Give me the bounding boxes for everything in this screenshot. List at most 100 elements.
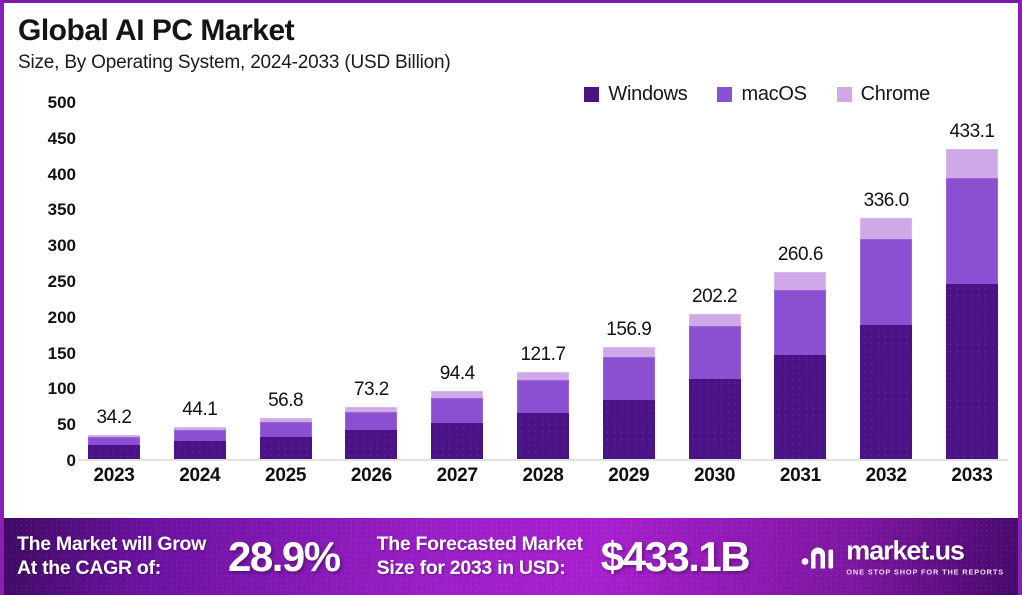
forecast-size-label: The Forecasted Market Size for 2033 in U… bbox=[377, 533, 583, 581]
legend-item-macos[interactable]: macOS bbox=[717, 83, 807, 106]
bar-total-label: 44.1 bbox=[182, 399, 218, 421]
bar-segment-macos[interactable] bbox=[345, 411, 398, 431]
chart-header: Global AI PC Market Size, By Operating S… bbox=[4, 3, 1018, 74]
bottom-stats-banner: The Market will Grow At the CAGR of: 28.… bbox=[4, 518, 1018, 595]
bar-segment-windows[interactable] bbox=[259, 436, 312, 459]
x-axis-tick-2024: 2024 bbox=[179, 465, 221, 486]
logo-name: market.us bbox=[846, 535, 965, 565]
bar-segment-chrome[interactable] bbox=[688, 314, 741, 326]
bar-group-2033[interactable]: 433.1 bbox=[945, 103, 998, 459]
bar-group-2032[interactable]: 336.0 bbox=[860, 103, 913, 459]
y-axis-tick: 200 bbox=[47, 307, 76, 327]
bar-segment-macos[interactable] bbox=[945, 177, 998, 285]
bar-segment-chrome[interactable] bbox=[945, 148, 998, 178]
bar-group-2030[interactable]: 202.2 bbox=[688, 103, 741, 459]
bar-segment-macos[interactable] bbox=[602, 357, 655, 401]
bars-container: 34.2 44.1 56.8 73.2 94.4 121.7 156.9 202.2 260.6… bbox=[78, 103, 1008, 461]
bar-total-label: 121.7 bbox=[520, 343, 566, 365]
bar-segment-chrome[interactable] bbox=[774, 272, 827, 291]
legend-label: Windows bbox=[608, 83, 688, 105]
bar-segment-windows[interactable] bbox=[516, 413, 569, 459]
square-swatch-icon bbox=[584, 87, 600, 102]
bar-segment-macos[interactable] bbox=[516, 380, 569, 414]
legend-item-windows[interactable]: Windows bbox=[584, 83, 688, 106]
bar-total-label: 260.6 bbox=[777, 244, 824, 266]
bar-segment-chrome[interactable] bbox=[88, 434, 140, 437]
bar-segment-chrome[interactable] bbox=[516, 371, 569, 381]
bar-segment-chrome[interactable] bbox=[431, 391, 484, 399]
x-axis-tick-2026: 2026 bbox=[350, 465, 392, 486]
bar-total-label: 56.8 bbox=[268, 390, 304, 412]
y-axis-tick: 150 bbox=[47, 343, 76, 363]
y-axis: 0 50 100 150 200 250 300 350 400 450 500 bbox=[18, 93, 76, 470]
bar-total-label: 433.1 bbox=[949, 120, 995, 142]
legend-label: Chrome bbox=[860, 83, 931, 105]
bar-series-group: 34.2 44.1 56.8 73.2 94.4 121.7 156.9 202.2 260.6… bbox=[78, 103, 1008, 459]
bar-segment-macos[interactable] bbox=[259, 422, 312, 437]
x-axis-tick-2025: 2025 bbox=[265, 465, 307, 486]
bar-group-2026[interactable]: 73.2 bbox=[345, 103, 398, 459]
bar-segment-windows[interactable] bbox=[945, 284, 998, 459]
y-axis-tick: 50 bbox=[57, 415, 76, 435]
forecast-size-stat: The Forecasted Market Size for 2033 in U… bbox=[377, 533, 751, 581]
bar-segment-macos[interactable] bbox=[688, 325, 741, 379]
y-axis-tick: 300 bbox=[47, 236, 76, 256]
bar-group-2029[interactable]: 156.9 bbox=[602, 103, 655, 459]
bar-group-2023[interactable]: 34.2 bbox=[88, 103, 140, 459]
bar-group-2024[interactable]: 44.1 bbox=[173, 103, 226, 459]
x-axis-tick-2032: 2032 bbox=[865, 465, 907, 486]
y-axis-tick: 0 bbox=[66, 451, 76, 470]
page-title: Global AI PC Market bbox=[18, 14, 295, 47]
bar-segment-macos[interactable] bbox=[88, 436, 140, 446]
y-axis-tick: 400 bbox=[47, 164, 76, 184]
bar-segment-chrome[interactable] bbox=[345, 406, 398, 412]
y-axis-tick: 250 bbox=[47, 272, 76, 291]
x-axis-tick-2023: 2023 bbox=[93, 465, 135, 486]
bar-total-label: 336.0 bbox=[863, 190, 910, 212]
cagr-label-line1: The Market will Grow bbox=[17, 532, 207, 555]
chart-legend: Windows macOS Chrome bbox=[584, 83, 930, 106]
forecast-size-label-line1: The Forecasted Market bbox=[376, 532, 583, 555]
bar-group-2025[interactable]: 56.8 bbox=[259, 103, 312, 459]
bar-segment-macos[interactable] bbox=[774, 290, 827, 355]
bar-segment-windows[interactable] bbox=[431, 423, 484, 459]
x-axis-tick-2028: 2028 bbox=[522, 465, 564, 486]
logo-text: market.us ONE STOP SHOP FOR THE REPORTS bbox=[846, 535, 1004, 577]
bar-total-label: 156.9 bbox=[606, 318, 652, 340]
bar-total-label: 34.2 bbox=[96, 406, 132, 428]
y-axis-tick: 450 bbox=[47, 128, 76, 148]
bar-segment-chrome[interactable] bbox=[173, 427, 226, 431]
x-axis-tick-2027: 2027 bbox=[436, 465, 478, 486]
bar-segment-windows[interactable] bbox=[860, 325, 913, 459]
market-us-logo[interactable]: market.us ONE STOP SHOP FOR THE REPORTS bbox=[799, 537, 1004, 576]
bar-total-label: 202.2 bbox=[692, 286, 738, 308]
bar-segment-windows[interactable] bbox=[602, 400, 655, 459]
bar-segment-windows[interactable] bbox=[774, 354, 827, 459]
bar-segment-macos[interactable] bbox=[860, 239, 913, 326]
bar-segment-chrome[interactable] bbox=[259, 418, 312, 423]
bar-total-label: 94.4 bbox=[439, 363, 475, 385]
bar-segment-chrome[interactable] bbox=[602, 346, 655, 358]
cagr-label-line2: At the CAGR of: bbox=[17, 556, 161, 579]
logo-tagline: ONE STOP SHOP FOR THE REPORTS bbox=[846, 567, 1004, 576]
cagr-label: The Market will Grow At the CAGR of: bbox=[17, 533, 206, 581]
square-swatch-icon bbox=[717, 87, 733, 102]
chart-subtitle: Size, By Operating System, 2024-2033 (US… bbox=[18, 51, 451, 73]
bar-group-2027[interactable]: 94.4 bbox=[431, 103, 484, 459]
bar-segment-windows[interactable] bbox=[688, 378, 741, 459]
bar-group-2028[interactable]: 121.7 bbox=[516, 103, 569, 459]
bar-total-label: 73.2 bbox=[353, 378, 389, 400]
forecast-size-label-line2: Size for 2033 in USD: bbox=[376, 556, 566, 579]
bar-segment-macos[interactable] bbox=[431, 398, 484, 424]
bar-segment-windows[interactable] bbox=[345, 430, 398, 459]
bar-group-2031[interactable]: 260.6 bbox=[774, 103, 827, 459]
bar-segment-macos[interactable] bbox=[173, 430, 226, 442]
legend-item-chrome[interactable]: Chrome bbox=[836, 83, 931, 106]
bar-segment-windows[interactable] bbox=[173, 441, 226, 459]
cagr-stat: The Market will Grow At the CAGR of: 28.… bbox=[17, 533, 341, 581]
bar-segment-windows[interactable] bbox=[88, 445, 140, 459]
square-swatch-icon bbox=[836, 87, 852, 102]
bar-segment-chrome[interactable] bbox=[860, 218, 913, 240]
x-axis-tick-2031: 2031 bbox=[779, 465, 821, 486]
